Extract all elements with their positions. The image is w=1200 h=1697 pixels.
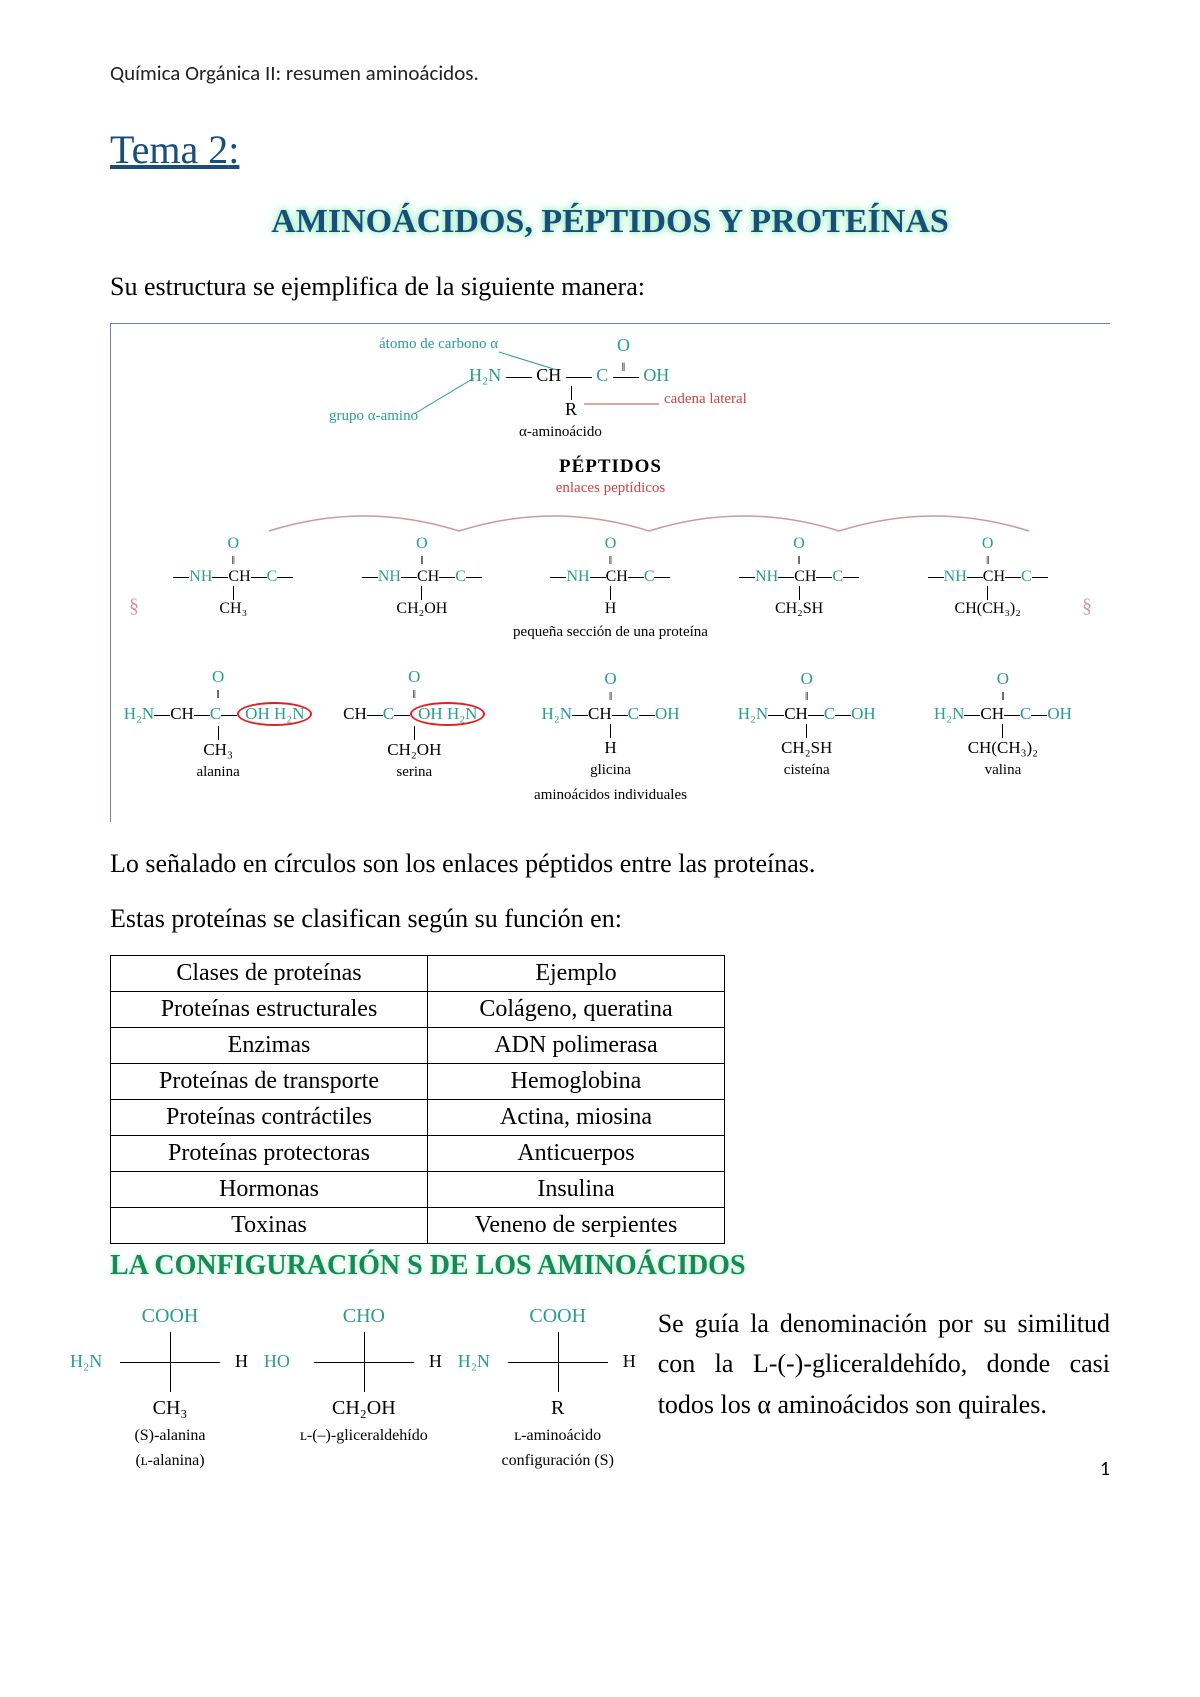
aminoacid-alanina: O‖H₂NCHCOH H₂NCH₃alanina (123, 667, 313, 781)
chain-unit: O‖NHCHCCH₃ (173, 535, 293, 618)
table-row: Proteínas estructuralesColágeno, querati… (111, 992, 725, 1028)
table-cell: Proteínas protectoras (111, 1136, 428, 1172)
table-row: Proteínas de transporteHemoglobina (111, 1064, 725, 1100)
aminoacid-cisteína: O‖H₂NCHCOHCH₂SHcisteína (712, 669, 902, 779)
tema-label: Tema 2 (110, 127, 228, 172)
running-header: Química Orgánica II: resumen aminoácidos… (110, 60, 1110, 86)
chain-unit: O‖NHCHCCH₂OH (362, 535, 482, 618)
peptidos-heading: PÉPTIDOS (119, 456, 1102, 478)
table-row: Proteínas contráctilesActina, miosina (111, 1100, 725, 1136)
tema-heading: Tema 2: (110, 126, 1110, 173)
page: Química Orgánica II: resumen aminoácidos… (0, 0, 1200, 1511)
peptide-arcs (119, 497, 1102, 535)
table-cell: Proteínas estructurales (111, 992, 428, 1028)
alpha-aa-label: α-aminoácido (519, 424, 602, 441)
protein-chain-row: § O‖NHCHCCH₃ O‖NHCHCCH₂OH O‖NHCHCH O‖NHCHCC… (119, 535, 1102, 618)
table-cell: Actina, miosina (428, 1100, 725, 1136)
table-cell: Proteínas de transporte (111, 1064, 428, 1100)
structure-diagram: átomo de carbono α O ‖ H₂N CH C OH R (110, 323, 1110, 822)
page-number: 1 (1100, 1457, 1110, 1481)
side-chain-label: cadena lateral (664, 391, 747, 408)
table-cell: Toxinas (111, 1208, 428, 1244)
table-cell: Proteínas contráctiles (111, 1100, 428, 1136)
aminoacid-glicina: O‖H₂NCHCOHHglicina (515, 669, 705, 779)
table-cell: ADN polimerasa (428, 1028, 725, 1064)
s-config-paragraph: Se guía la denominación por su similitud… (658, 1304, 1110, 1425)
chain-unit: O‖NHCHCCH(CH₃)₂ (928, 535, 1048, 618)
protein-table: Clases de proteínasEjemplo Proteínas est… (110, 955, 725, 1244)
table-cell: Hemoglobina (428, 1064, 725, 1100)
fischer-row: COOHH₂NHCH₃(S)-alanina(ʟ-alanina) CHOHOHC… (110, 1304, 1110, 1470)
table-cell: Veneno de serpientes (428, 1208, 725, 1244)
enlaces-label: enlaces peptídicos (119, 480, 1102, 497)
tema-colon: : (228, 127, 239, 172)
table-row: ToxinasVeneno de serpientes (111, 1208, 725, 1244)
table-row: EnzimasADN polimerasa (111, 1028, 725, 1064)
fischer-projection: COOHH₂NHCH₃(S)-alanina(ʟ-alanina) (110, 1304, 230, 1470)
alpha-amino-label: grupo α-amino (329, 408, 418, 425)
table-header-cell: Ejemplo (428, 956, 725, 992)
fischer-projection: COOHH₂NHRʟ-aminoácidoconfiguración (S) (498, 1304, 618, 1470)
aminoacid-valina: O‖H₂NCHCOHCH(CH₃)₂valina (908, 669, 1098, 779)
wavy-left-icon: § (129, 595, 139, 618)
table-header-cell: Clases de proteínas (111, 956, 428, 992)
table-cell: Enzimas (111, 1028, 428, 1064)
table-cell: Hormonas (111, 1172, 428, 1208)
section-s-config-title: LA CONFIGURACIÓN S DE LOS AMINOÁCIDOS (110, 1250, 1110, 1282)
individuales-label: aminoácidos individuales (119, 787, 1102, 804)
wavy-right-icon: § (1082, 595, 1092, 618)
aminoacid-serina: O‖CHCOH H₂NCH₂OHserina (319, 667, 509, 781)
chain-unit: O‖NHCHCCH₂SH (739, 535, 859, 618)
table-row: HormonasInsulina (111, 1172, 725, 1208)
classify-intro: Estas proteínas se clasifican según su f… (110, 901, 1110, 937)
intro-text: Su estructura se ejemplifica de la sigui… (110, 269, 1110, 305)
fischer-projection: CHOHOHCH₂OHʟ-(–)-gliceraldehído (300, 1304, 428, 1470)
table-cell: Anticuerpos (428, 1136, 725, 1172)
chain-unit: O‖NHCHCH (550, 535, 670, 618)
circles-explain: Lo señalado en círculos son los enlaces … (110, 846, 1110, 882)
aminoacids-row: O‖H₂NCHCOH H₂NCH₃alaninaO‖CHCOH H₂NCH₂OH… (119, 667, 1102, 781)
page-title: AMINOÁCIDOS, PÉPTIDOS Y PROTEÍNAS (110, 203, 1110, 241)
protein-section-label: pequeña sección de una proteína (119, 624, 1102, 641)
table-cell: Colágeno, queratina (428, 992, 725, 1028)
table-cell: Insulina (428, 1172, 725, 1208)
table-row: Proteínas protectorasAnticuerpos (111, 1136, 725, 1172)
